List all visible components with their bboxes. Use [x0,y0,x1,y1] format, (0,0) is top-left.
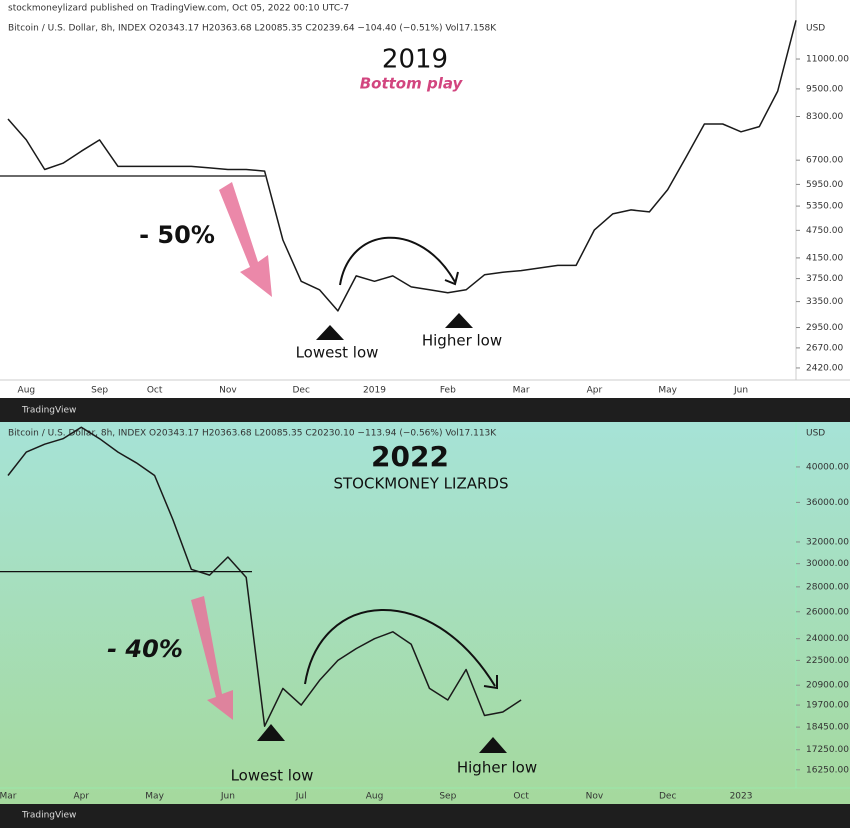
y-tick-label: 18450.00 [806,723,849,733]
marker [479,737,507,753]
x-tick-label: Apr [74,792,90,802]
marker [316,325,344,340]
x-tick-label: 2023 [730,792,753,802]
price-line [7,426,522,727]
annotation: Higher low [422,332,502,350]
x-tick-label: May [145,792,164,802]
annotation: Lowest low [231,767,314,785]
y-tick-label: 11000.00 [806,55,849,65]
y-tick-label: 26000.00 [806,607,849,617]
brand-bar [0,804,850,828]
arrow-head [444,271,459,286]
x-tick-label: Jul [295,792,307,802]
y-tick-label: 20900.00 [806,681,849,691]
marker [257,724,285,741]
x-tick-label: Aug [366,792,384,802]
x-tick-label: May [658,386,677,396]
x-tick-label: Mar [513,386,530,396]
x-tick-label: Nov [219,386,237,396]
x-tick-label: Jun [220,792,235,802]
y-tick-label: 2950.00 [806,323,843,333]
x-tick-label: Aug [18,386,36,396]
y-tick-label: 30000.00 [806,559,849,569]
bottom-panel [0,422,850,804]
down-arrow [191,596,233,720]
symbol-header: Bitcoin / U.S. Dollar, 8h, INDEX O20343.… [8,429,497,439]
price-line [7,20,797,312]
y-tick-label: 5350.00 [806,202,843,212]
y-tick-label: 32000.00 [806,537,849,547]
x-tick-label: Sep [91,386,108,396]
marker [445,313,473,328]
y-tick-label: 28000.00 [806,582,849,592]
chart-title: 2022 [371,440,449,473]
y-tick-label: 17250.00 [806,745,849,755]
y-tick-label: 22500.00 [806,656,849,666]
x-tick-label: Dec [659,792,676,802]
y-tick-label: 9500.00 [806,84,843,94]
x-tick-label: Nov [586,792,604,802]
y-tick-label: 2420.00 [806,363,843,373]
annotation: Higher low [457,759,537,777]
chart-title: 2019 [382,45,448,75]
currency: USD [806,429,825,439]
y-tick-label: 36000.00 [806,498,849,508]
y-tick-label: 16250.00 [806,765,849,775]
top-panel [0,0,850,398]
down-arrow [219,182,272,297]
y-tick-label: 40000.00 [806,462,849,472]
y-tick-label: 8300.00 [806,112,843,122]
x-tick-label: Jun [733,386,748,396]
y-tick-label: 5950.00 [806,180,843,190]
y-tick-label: 4150.00 [806,253,843,263]
arrow-head [483,675,498,690]
annotation: - 40% [107,635,183,663]
currency: USD [806,24,825,34]
brand: TradingView [21,406,76,416]
x-tick-label: Feb [440,386,456,396]
y-tick-label: 4750.00 [806,226,843,236]
publisher: stockmoneylizard published on TradingVie… [8,4,349,14]
y-tick-label: 6700.00 [806,156,843,166]
x-tick-label: Apr [587,386,603,396]
brand: TradingView [21,811,76,821]
symbol-header: Bitcoin / U.S. Dollar, 8h, INDEX O20343.… [8,24,497,34]
y-tick-label: 19700.00 [806,701,849,711]
x-tick-label: Mar [0,792,17,802]
chart-subtitle: Bottom play [360,75,464,93]
x-tick-label: Oct [147,386,163,396]
x-tick-label: Oct [513,792,529,802]
chart-subtitle: STOCKMONEY LIZARDS [334,475,509,493]
y-tick-label: 3350.00 [806,297,843,307]
y-tick-label: 3750.00 [806,274,843,284]
brand-bar [0,398,850,422]
annotation: - 50% [139,221,215,249]
y-tick-label: 24000.00 [806,634,849,644]
y-tick-label: 2670.00 [806,343,843,353]
curve-arrow [339,236,456,286]
x-tick-label: Dec [292,386,309,396]
annotation: Lowest low [296,344,379,362]
x-tick-label: 2019 [363,386,386,396]
x-tick-label: Sep [439,792,456,802]
curve-arrow [304,609,496,687]
